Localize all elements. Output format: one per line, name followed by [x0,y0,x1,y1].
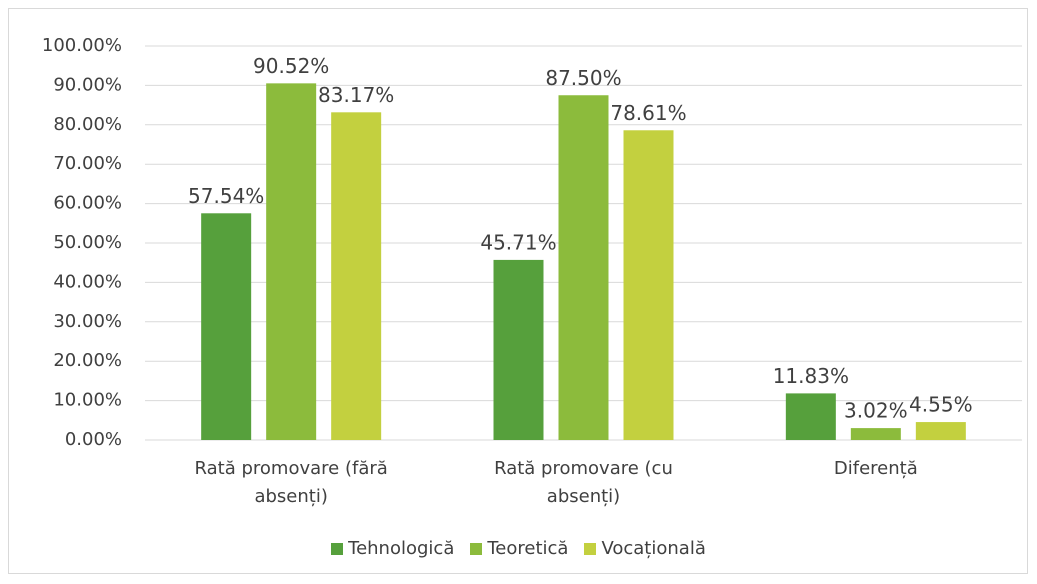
bar [331,112,382,440]
y-tick-label: 10.00% [53,390,122,411]
y-tick-label: 20.00% [53,350,122,371]
legend-swatch [584,542,597,555]
y-tick-label: 100.00% [42,35,122,56]
data-label: 11.83% [773,364,849,388]
x-tick-label: Rată promovare (cu absenți) [494,458,673,507]
y-tick-label: 70.00% [53,153,122,174]
legend-label: Vocațională [601,538,706,559]
y-tick-label: 30.00% [53,311,122,332]
bar [266,83,317,440]
y-tick-label: 80.00% [53,114,122,135]
legend-item: Tehnologică [331,538,454,559]
y-tick-label: 50.00% [53,232,122,253]
data-label: 45.71% [480,230,556,254]
data-label: 83.17% [318,83,394,107]
bar [915,422,966,440]
bar [493,259,544,440]
legend-label: Tehnologică [348,538,455,559]
legend-item: Teoretică [470,538,568,559]
bar [201,213,252,440]
data-label: 87.50% [545,66,621,90]
bar [558,95,609,440]
legend-swatch [470,542,483,555]
legend-label: Teoretică [487,538,569,559]
x-tick-label: Rată promovare (fără absenți) [194,458,388,507]
legend: Tehnologică Teoretică Vocațională [0,538,1037,559]
data-label: 3.02% [844,399,908,423]
data-label: 78.61% [610,101,686,125]
bar [850,428,901,440]
legend-item: Vocațională [584,538,706,559]
y-tick-label: 0.00% [65,429,122,450]
bar [623,130,674,440]
bar [785,393,836,440]
data-label: 90.52% [253,54,329,78]
x-tick-label: Diferență [833,458,918,479]
y-tick-label: 40.00% [53,271,122,292]
data-label: 57.54% [188,184,264,208]
chart-frame [8,8,1028,574]
y-tick-label: 90.00% [53,74,122,95]
legend-swatch [331,542,344,555]
data-label: 4.55% [909,393,973,417]
y-tick-label: 60.00% [53,193,122,214]
